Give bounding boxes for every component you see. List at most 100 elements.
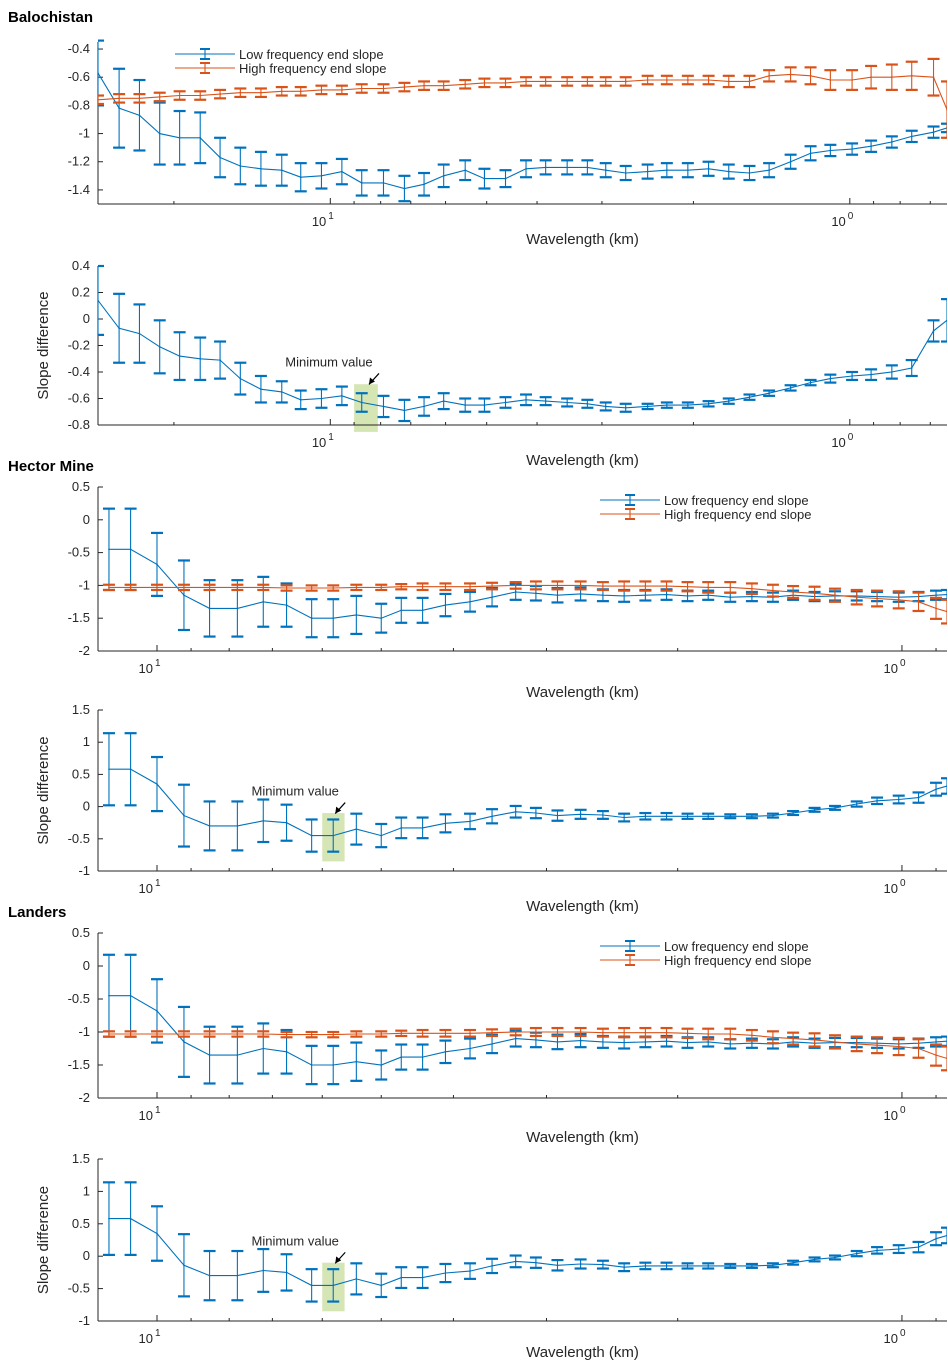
error-bar — [133, 78, 146, 152]
error-bar — [905, 60, 918, 91]
data-point — [491, 1043, 493, 1045]
data-point — [910, 367, 913, 369]
error-bar — [153, 91, 166, 103]
data-point — [400, 1276, 403, 1279]
data-point — [491, 1265, 493, 1267]
data-point — [514, 810, 517, 813]
data-point — [566, 166, 568, 169]
data-point — [897, 599, 900, 601]
data-point — [579, 1039, 582, 1042]
error-bar — [395, 816, 408, 840]
data-point — [748, 172, 751, 174]
data-point — [686, 595, 689, 597]
error-bar — [724, 581, 737, 594]
error-bar — [124, 583, 137, 592]
data-point — [535, 584, 537, 587]
error-bar — [702, 74, 715, 86]
data-point — [870, 373, 872, 376]
data-point — [239, 377, 242, 380]
data-point — [917, 1246, 920, 1248]
data-point — [751, 1034, 753, 1037]
data-point — [444, 822, 447, 825]
data-point — [707, 1041, 710, 1043]
data-point — [813, 1039, 816, 1041]
error-bar — [254, 150, 267, 187]
data-point — [280, 90, 283, 93]
error-bar — [529, 1256, 542, 1269]
data-point — [469, 585, 471, 588]
data-point — [483, 82, 486, 84]
data-point — [158, 96, 161, 98]
data-point — [876, 597, 878, 600]
data-point — [262, 601, 265, 603]
data-point — [464, 83, 466, 86]
data-point — [729, 815, 732, 818]
error-bar — [439, 582, 452, 592]
data-point — [355, 1033, 358, 1035]
data-point — [400, 609, 403, 612]
data-point — [602, 1041, 604, 1043]
data-point — [809, 75, 812, 77]
data-point — [946, 610, 947, 613]
error-bar — [395, 1266, 408, 1290]
data-point — [751, 1042, 753, 1045]
error-bar — [681, 401, 694, 409]
data-point — [935, 788, 937, 791]
data-point — [469, 820, 471, 823]
error-bar — [787, 1031, 800, 1046]
error-bar — [194, 336, 207, 382]
error-bar — [102, 583, 115, 592]
error-bar — [724, 1027, 737, 1041]
data-point — [644, 815, 647, 818]
error-bar — [280, 803, 293, 842]
data-point — [834, 594, 836, 597]
data-point — [239, 165, 242, 167]
y-tick-label: -0.5 — [68, 545, 90, 560]
data-point — [320, 89, 323, 91]
data-point — [579, 813, 582, 816]
data-point — [646, 79, 649, 81]
data-point — [199, 94, 202, 97]
error-bar — [355, 169, 368, 197]
data-point — [360, 401, 363, 404]
data-point — [644, 1041, 647, 1043]
data-point — [423, 84, 425, 87]
data-point — [208, 586, 211, 589]
data-point — [789, 387, 792, 389]
data-point — [686, 815, 689, 818]
data-point — [403, 409, 406, 412]
data-point — [729, 1033, 732, 1035]
error-bar — [486, 1257, 499, 1275]
x-axis-label: Wavelength (km) — [526, 898, 639, 915]
error-bar — [619, 164, 632, 182]
data-point — [355, 614, 358, 616]
x-tick-exponent: 0 — [900, 1328, 906, 1339]
error-bar — [724, 813, 737, 820]
y-tick-label: -0.4 — [68, 41, 90, 56]
data-point — [469, 1047, 471, 1050]
arrow-head — [335, 1256, 342, 1264]
error-bar — [398, 398, 411, 423]
data-point — [199, 136, 202, 139]
x-tick-exponent: 1 — [155, 1328, 161, 1339]
data-point — [946, 108, 947, 111]
error-bar — [743, 74, 756, 89]
x-tick-label: 10 — [883, 661, 897, 676]
x-tick-label: 10 — [139, 1108, 153, 1123]
data-point — [556, 1031, 559, 1033]
error-bar — [927, 57, 940, 97]
error-bar — [355, 392, 368, 413]
error-bar — [377, 83, 390, 94]
error-bar — [203, 1249, 216, 1302]
data-point — [707, 1033, 710, 1035]
data-point — [707, 815, 710, 818]
error-bar — [641, 163, 654, 180]
error-bar — [395, 1043, 408, 1071]
y-tick-label: -0.5 — [68, 1281, 90, 1296]
data-point — [586, 403, 589, 405]
data-point — [199, 357, 202, 360]
data-point — [310, 587, 313, 589]
error-bar — [846, 142, 859, 156]
